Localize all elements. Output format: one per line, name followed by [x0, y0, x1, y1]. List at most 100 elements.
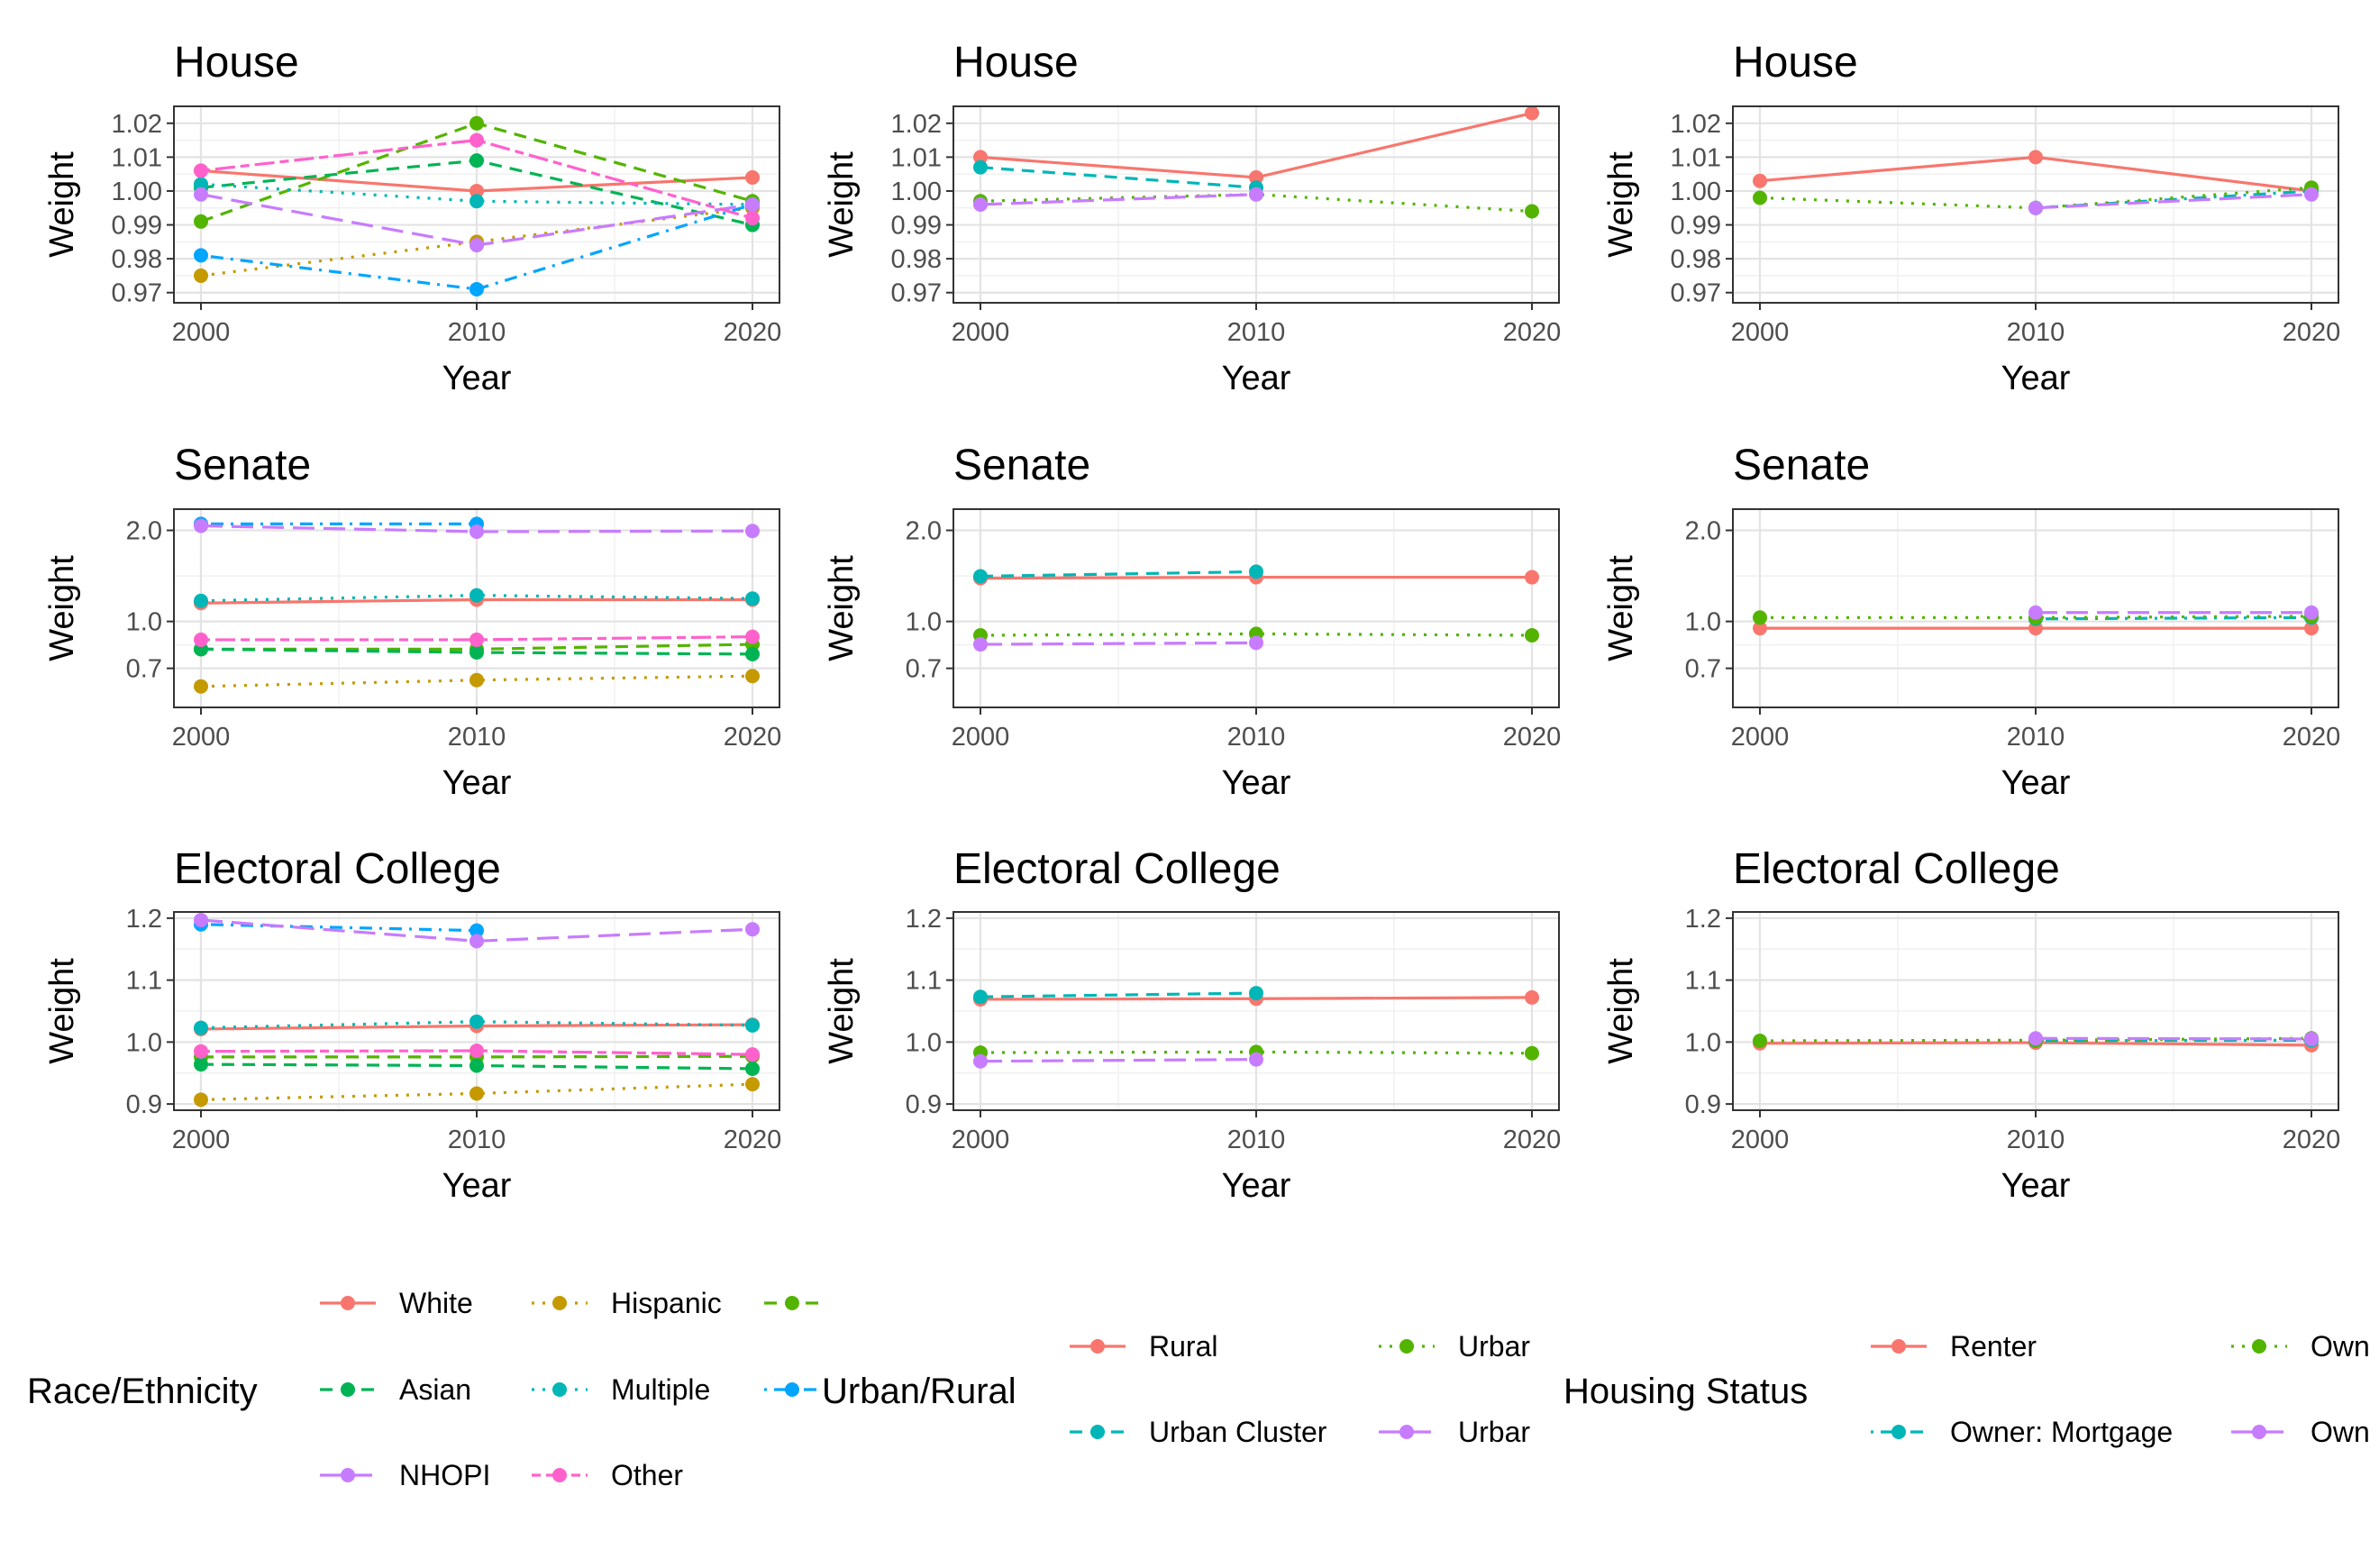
data-point-owner_green	[1753, 190, 1767, 205]
y-axis-label: Weight	[823, 958, 861, 1064]
x-tick-label: 2020	[724, 1126, 782, 1154]
data-point-owner_green	[1753, 610, 1767, 625]
data-point-multiple	[194, 593, 208, 608]
y-tick-label: 0.98	[112, 245, 162, 274]
data-point-white	[469, 183, 484, 198]
y-tick-label: 0.99	[112, 212, 162, 241]
legend-key-point	[1399, 1339, 1414, 1354]
x-tick-label: 2020	[2283, 318, 2341, 347]
y-tick-label: 2.0	[906, 517, 942, 546]
x-tick-label: 2000	[1731, 723, 1790, 752]
y-tick-label: 0.99	[1671, 212, 1721, 241]
legend-key-point	[552, 1382, 567, 1397]
x-tick-label: 2020	[1503, 723, 1562, 752]
data-point-hispanic	[745, 669, 760, 684]
y-tick-label: 1.0	[1685, 1028, 1721, 1057]
x-tick-label: 2010	[2007, 318, 2065, 347]
data-point-urban_green	[1525, 204, 1539, 219]
data-point-urban_purple	[1249, 1052, 1263, 1067]
x-tick-label: 2010	[1227, 723, 1286, 752]
y-axis-label: Weight	[1602, 555, 1640, 661]
data-point-hispanic	[469, 672, 484, 688]
x-tick-label: 2000	[172, 723, 231, 752]
x-tick-label: 2010	[448, 723, 506, 752]
x-tick-label: 2020	[2283, 723, 2341, 752]
data-point-urban_green	[1525, 1045, 1539, 1061]
data-point-other	[194, 632, 208, 647]
panel-title: Electoral College	[1733, 845, 2060, 893]
legend-label: NHOPI	[399, 1459, 490, 1491]
series-line-urban_cluster	[980, 166, 1257, 189]
panel-title: Electoral College	[174, 845, 501, 893]
data-point-api	[469, 923, 484, 938]
x-axis-label: Year	[442, 360, 512, 397]
data-point-aian	[194, 214, 208, 229]
data-point-multiple	[745, 1017, 760, 1033]
chart-panel-7: 0.9 1.0 1.1 1.2 2000 2010 2020 Electoral Colleg…	[43, 845, 781, 1205]
y-tick-label: 2.0	[1685, 517, 1721, 546]
legend-key-point	[341, 1468, 355, 1482]
legend-key-point	[1891, 1425, 1906, 1439]
y-tick-label: 0.97	[112, 279, 162, 308]
data-point-aian	[469, 115, 484, 131]
y-tick-label: 1.2	[906, 905, 942, 934]
x-tick-label: 2010	[2007, 1126, 2065, 1154]
x-tick-label: 2020	[1503, 318, 1562, 347]
x-tick-label: 2010	[2007, 723, 2065, 752]
data-point-hispanic	[194, 1092, 208, 1108]
y-tick-label: 1.01	[891, 143, 942, 172]
legend-key-point	[552, 1296, 567, 1310]
y-axis-label: Weight	[1602, 958, 1640, 1064]
legend-key-point	[2252, 1339, 2266, 1354]
data-point-multiple	[745, 591, 760, 606]
y-axis-label: Weight	[823, 151, 861, 258]
x-tick-label: 2000	[172, 1126, 231, 1154]
data-point-other	[194, 163, 208, 178]
data-point-nhopi	[745, 197, 760, 212]
legend-key-point	[1399, 1425, 1414, 1439]
series-line-urban_purple	[980, 641, 1257, 646]
series-line-urban_cluster	[980, 570, 1257, 579]
chart-panel-6: 0.7 1.0 2.0 2000 2010 2020 Senate Year Weight	[1602, 442, 2340, 802]
y-tick-label: 1.1	[1685, 967, 1721, 996]
y-tick-label: 1.02	[1671, 110, 1721, 139]
data-point-multiple	[469, 194, 484, 209]
x-axis-label: Year	[442, 764, 512, 802]
y-tick-label: 0.7	[1685, 655, 1721, 684]
legend-1: Race/Ethnicity White Hispanic Asian Multiple…	[27, 1287, 820, 1491]
legend-key-point	[341, 1382, 355, 1397]
data-point-urban_cluster	[1249, 564, 1263, 579]
panel-title: Senate	[1733, 442, 1870, 489]
y-axis-label: Weight	[43, 958, 81, 1064]
data-point-asian	[745, 646, 760, 661]
series-line-api	[200, 923, 478, 933]
legend-label: Renter	[1950, 1330, 2037, 1363]
x-tick-label: 2020	[724, 318, 782, 347]
legend-label: Own	[2311, 1330, 2370, 1363]
x-axis-label: Year	[442, 1167, 512, 1205]
data-point-nhopi	[194, 518, 208, 533]
data-point-nhopi	[469, 934, 484, 949]
data-point-rural	[1525, 570, 1539, 585]
panel-title: House	[1733, 39, 1858, 87]
data-point-hispanic	[469, 1086, 484, 1101]
chart-panel-8: 0.9 1.0 1.1 1.2 2000 2010 2020 Electoral Colleg…	[823, 845, 1561, 1205]
chart-panel-3: 0.97 0.98 0.99 1.00 1.01 1.02 2000 2010 2020 Hous…	[1602, 39, 2340, 397]
y-tick-label: 1.01	[112, 143, 162, 172]
legend-3: Housing Status Renter Own Owner: Mortgage Ow…	[1563, 1330, 2370, 1448]
data-point-other	[745, 1047, 760, 1062]
data-point-other	[745, 211, 760, 226]
data-point-hispanic	[745, 1077, 760, 1092]
x-tick-label: 2010	[1227, 318, 1286, 347]
y-tick-label: 1.1	[906, 967, 942, 996]
data-point-rural	[1525, 105, 1539, 121]
legend-label: White	[399, 1287, 473, 1319]
data-point-nhopi	[194, 187, 208, 202]
data-point-nhopi	[469, 524, 484, 539]
data-point-urban_purple	[973, 637, 988, 652]
x-tick-label: 2020	[724, 723, 782, 752]
x-axis-label: Year	[2001, 360, 2071, 397]
data-point-asian	[745, 1061, 760, 1076]
data-point-owner_purple	[2304, 605, 2319, 620]
